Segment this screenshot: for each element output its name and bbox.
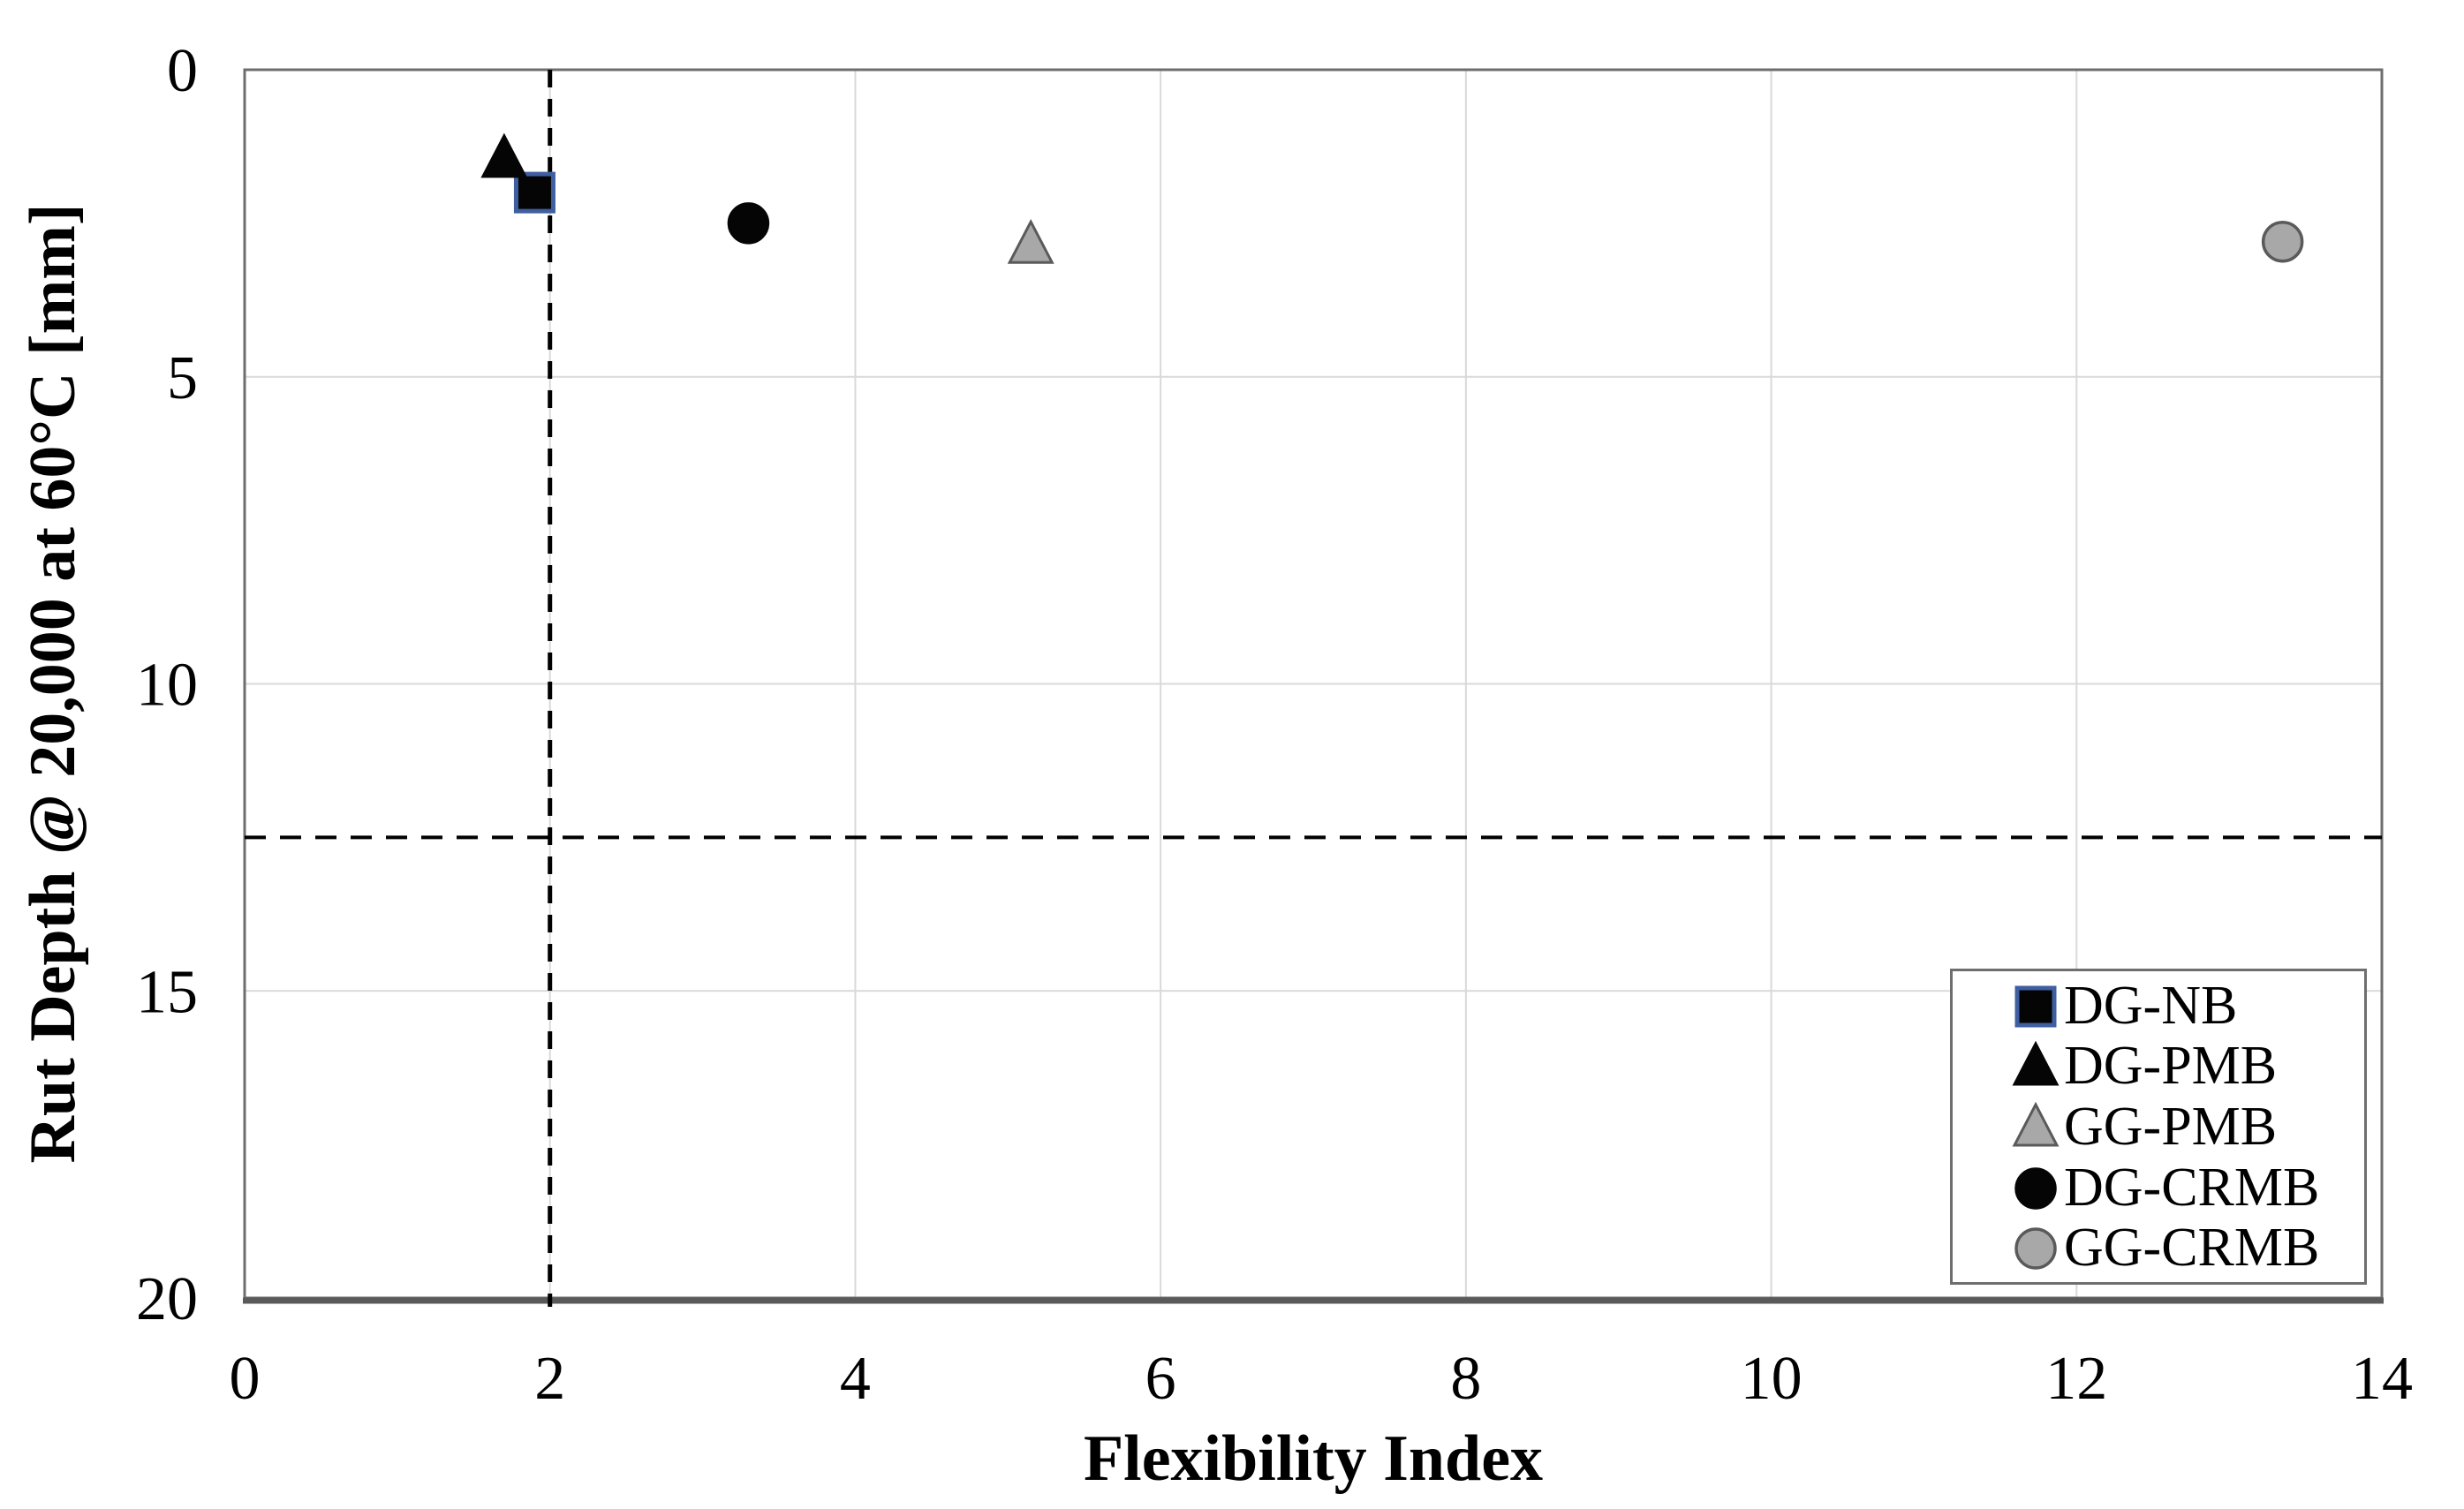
legend-label: GG-PMB — [2064, 1096, 2278, 1157]
x-axis-title: Flexibility Index — [1083, 1422, 1544, 1495]
legend-item-dg-pmb: DG-PMB — [2011, 1036, 2364, 1097]
reference-lines — [245, 70, 2382, 1307]
data-points — [480, 132, 2304, 264]
y-tick-label: 5 — [167, 344, 198, 412]
y-tick-label: 10 — [136, 652, 198, 720]
legend-item-gg-crmb: GG-CRMB — [2011, 1218, 2364, 1279]
legend-circle-marker-icon — [2014, 1227, 2057, 1271]
legend-label: DG-NB — [2064, 975, 2238, 1036]
y-axis-title: Rut Depth @ 20,000 at 60°C [mm] — [17, 203, 89, 1164]
legend-item-dg-crmb: DG-CRMB — [2011, 1157, 2364, 1218]
legend: DG-NB DG-PMB GG-PMB DG-CRMB GG-CRMB — [1950, 969, 2367, 1285]
legend-label: DG-PMB — [2064, 1036, 2278, 1097]
x-tick-label: 2 — [534, 1345, 565, 1413]
legend-circle-marker-icon — [2014, 1166, 2057, 1210]
tick-labels: 0 2 4 6 8 10 12 14 0 5 10 15 20 — [136, 37, 2413, 1413]
legend-item-gg-pmb: GG-PMB — [2011, 1096, 2364, 1157]
x-tick-label: 6 — [1145, 1345, 1176, 1413]
x-tick-label: 14 — [2351, 1345, 2413, 1413]
y-tick-label: 0 — [167, 37, 198, 105]
legend-triangle-marker-icon — [2012, 1101, 2060, 1147]
x-tick-label: 12 — [2045, 1345, 2107, 1413]
y-tick-label: 15 — [136, 958, 198, 1026]
x-tick-label: 0 — [230, 1345, 261, 1413]
legend-square-marker-icon — [2014, 985, 2057, 1028]
legend-label: GG-CRMB — [2064, 1218, 2320, 1279]
legend-item-dg-nb: DG-NB — [2011, 975, 2364, 1036]
legend-label: DG-CRMB — [2064, 1157, 2320, 1218]
x-tick-label: 8 — [1450, 1345, 1481, 1413]
x-tick-label: 4 — [840, 1345, 871, 1413]
y-tick-label: 20 — [136, 1265, 198, 1333]
x-tick-label: 10 — [1741, 1345, 1803, 1413]
legend-triangle-marker-icon — [2012, 1041, 2060, 1086]
